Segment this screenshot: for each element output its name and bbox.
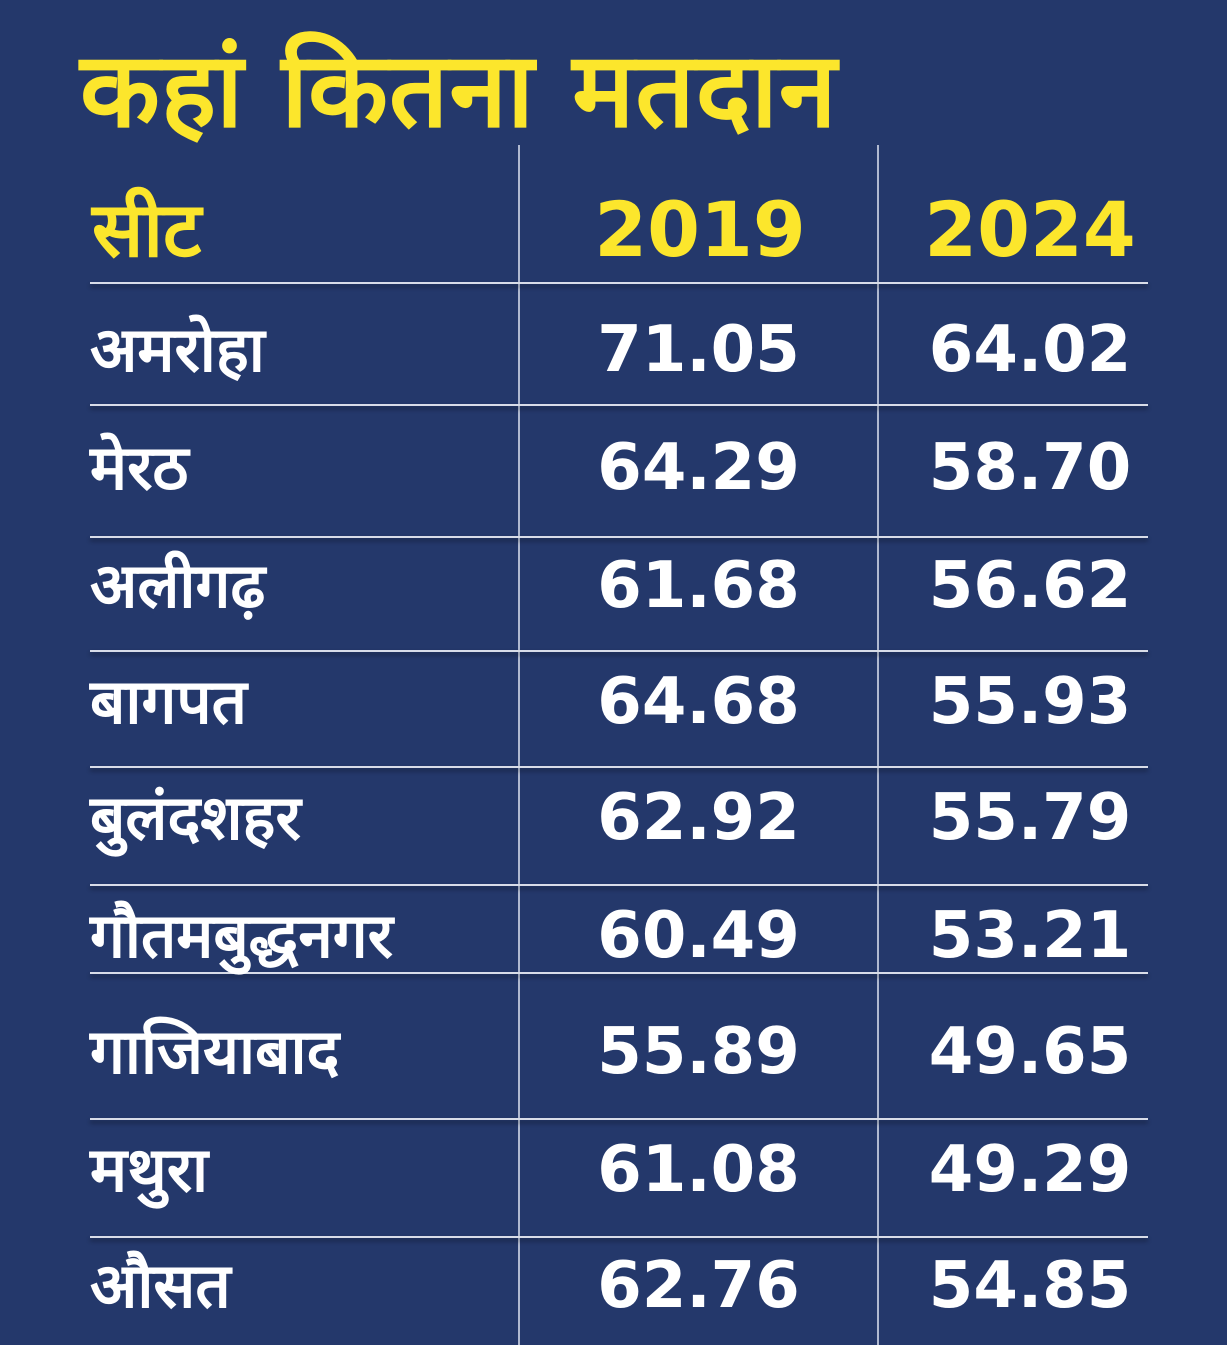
seat-name: अलीगढ़	[90, 549, 266, 622]
seat-name: अमरोहा	[90, 313, 265, 386]
row-divider	[90, 404, 1148, 406]
seat-name: गौतमबुद्धनगर	[90, 899, 393, 972]
row-divider	[90, 1118, 1148, 1120]
value-2019: 62.76	[597, 1249, 800, 1323]
seat-name: औसत	[90, 1249, 231, 1322]
value-2024: 58.70	[928, 431, 1132, 505]
value-2024: 49.65	[928, 1015, 1132, 1089]
column-divider	[877, 145, 879, 1345]
row-divider	[90, 1236, 1148, 1238]
row-divider	[90, 282, 1148, 284]
value-2024: 64.02	[928, 313, 1132, 387]
column-header-2019: 2019	[594, 185, 806, 274]
seat-name: गाजियाबाद	[90, 1015, 340, 1088]
value-2019: 61.08	[597, 1133, 800, 1207]
seat-name: बागपत	[90, 665, 247, 738]
chart-title: कहां कितना मतदान	[80, 29, 838, 151]
seat-name: मेरठ	[90, 431, 189, 504]
seat-name: मथुरा	[90, 1133, 209, 1206]
seat-name: बुलंदशहर	[90, 781, 301, 854]
value-2019: 60.49	[597, 899, 800, 973]
column-header-2024: 2024	[924, 185, 1136, 274]
value-2019: 62.92	[597, 781, 800, 855]
value-2019: 71.05	[597, 313, 800, 387]
row-divider	[90, 536, 1148, 538]
row-divider	[90, 766, 1148, 768]
row-divider	[90, 884, 1148, 886]
value-2024: 49.29	[928, 1133, 1132, 1207]
value-2024: 56.62	[928, 549, 1132, 623]
value-2024: 53.21	[928, 899, 1132, 973]
column-divider	[518, 145, 520, 1345]
column-header-seat: सीट	[92, 185, 202, 274]
value-2024: 54.85	[928, 1249, 1132, 1323]
value-2019: 64.29	[597, 431, 800, 505]
value-2024: 55.79	[928, 781, 1132, 855]
row-divider	[90, 650, 1148, 652]
value-2024: 55.93	[928, 665, 1132, 739]
row-divider	[90, 972, 1148, 974]
value-2019: 55.89	[597, 1015, 800, 1089]
value-2019: 64.68	[597, 665, 800, 739]
value-2019: 61.68	[597, 549, 800, 623]
